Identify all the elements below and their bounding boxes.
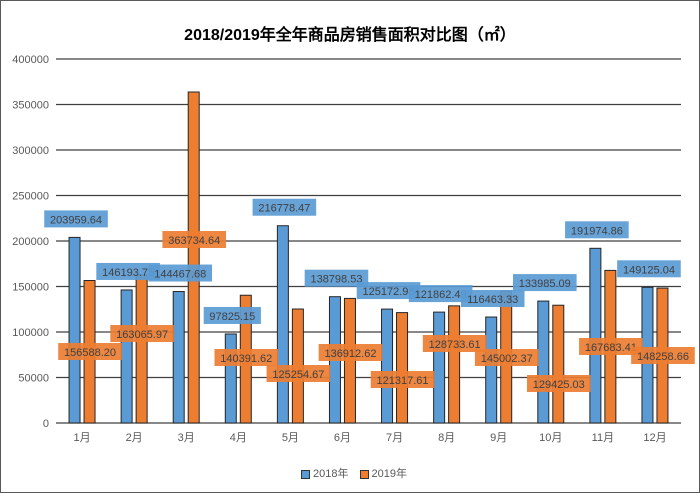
legend-swatch-2019: [359, 469, 369, 479]
data-label-2018: 116463.33: [467, 294, 518, 306]
x-tick-label: 4月: [230, 432, 247, 444]
data-label-2018: 125172.98: [363, 286, 415, 298]
data-label-2018: 138798.53: [310, 274, 362, 286]
x-tick-label: 2月: [126, 432, 143, 444]
data-label-2019: 167683.41: [585, 342, 637, 354]
bar-2018: [224, 333, 237, 424]
data-label-2019: 129425.03: [533, 379, 585, 391]
bar-2019: [448, 305, 461, 424]
bar-2018: [485, 316, 498, 424]
data-label-bg: [422, 335, 487, 352]
data-label-bg: [203, 306, 261, 324]
x-tick-label: 8月: [438, 432, 455, 444]
data-label-2019: 128733.61: [429, 339, 481, 351]
bar-2018: [433, 311, 446, 424]
data-label-bg: [214, 349, 279, 366]
data-label-bg: [408, 285, 473, 303]
data-label-2018: 144467.68: [154, 269, 206, 281]
y-tick-label: 100000: [12, 327, 49, 339]
data-label-bg: [266, 365, 331, 382]
data-label-bg: [370, 371, 435, 388]
data-label-2018: 191974.86: [571, 225, 623, 237]
data-label-bg: [304, 269, 369, 287]
data-label-bg: [474, 349, 539, 366]
data-label-bg: [617, 260, 681, 278]
bar-2018: [589, 247, 602, 424]
data-label-bg: [318, 344, 383, 361]
bar-2018: [68, 236, 81, 424]
data-label-bg: [631, 347, 695, 364]
bar-2018: [120, 289, 133, 424]
data-label-2018: 121862.49: [415, 289, 467, 301]
data-label-bg: [579, 338, 643, 355]
data-label-bg: [356, 282, 421, 300]
data-label-2019: 125254.67: [272, 369, 324, 381]
data-label-bg: [44, 210, 108, 228]
data-label-2019: 148258.66: [637, 351, 689, 363]
y-tick-label: 250000: [12, 191, 49, 203]
x-tick-label: 5月: [282, 432, 299, 444]
data-label-bg: [162, 231, 227, 248]
data-label-bg: [148, 264, 213, 282]
data-label-bg: [252, 198, 317, 216]
data-label-2018: 146193.75: [102, 267, 154, 279]
data-label-bg: [512, 274, 577, 292]
bar-2018: [537, 300, 550, 424]
data-label-bg: [460, 290, 525, 308]
legend-label-2018: 2018年: [312, 468, 349, 480]
y-tick-label: 0: [43, 418, 49, 430]
x-tick-label: 10月: [539, 432, 562, 444]
legend-swatch-2018: [300, 469, 310, 479]
x-tick-label: 6月: [334, 432, 351, 444]
data-label-2019: 140391.62: [220, 353, 272, 365]
x-tick-label: 7月: [386, 432, 403, 444]
y-tick-label: 50000: [18, 373, 49, 385]
bar-2019: [396, 312, 409, 424]
data-label-2019: 136912.62: [324, 348, 376, 360]
bar-2019: [552, 304, 565, 424]
data-label-bg: [565, 221, 629, 239]
bar-2019: [135, 274, 148, 424]
data-label-2019: 163065.97: [116, 329, 168, 341]
bar-2018: [172, 291, 185, 424]
x-tick-label: 1月: [73, 432, 90, 444]
x-tick-label: 11月: [592, 432, 614, 444]
data-label-2019: 363734.64: [168, 235, 220, 247]
bar-2018: [276, 225, 289, 424]
x-tick-label: 3月: [178, 432, 195, 444]
data-label-2018: 97825.15: [209, 311, 255, 323]
x-tick-label: 12月: [643, 432, 666, 444]
bar-2018: [381, 308, 394, 424]
data-label-2018: 216778.47: [258, 203, 310, 215]
x-tick-label: 9月: [490, 432, 507, 444]
bar-2019: [187, 91, 200, 424]
data-label-bg: [110, 325, 174, 342]
y-tick-label: 150000: [12, 282, 49, 294]
chart-title: 2018/2019年全年商品房销售面积对比图（㎡）: [184, 27, 516, 44]
y-tick-label: 200000: [12, 236, 49, 248]
data-label-2019: 156588.20: [64, 347, 116, 359]
data-label-bg: [96, 262, 160, 280]
y-tick-label: 300000: [12, 145, 49, 157]
data-label-2019: 121317.61: [377, 375, 429, 387]
data-label-2018: 133985.09: [519, 278, 571, 290]
data-label-bg: [526, 375, 591, 392]
y-tick-label: 350000: [12, 100, 49, 112]
legend-label-2019: 2019年: [371, 468, 408, 480]
data-label-2018: 203959.64: [50, 214, 102, 226]
y-tick-label: 400000: [12, 54, 49, 66]
data-label-bg: [58, 343, 122, 360]
data-label-2019: 145002.37: [481, 353, 533, 365]
data-label-2018: 149125.04: [623, 264, 675, 276]
legend: 2018年 2019年: [1, 465, 699, 481]
